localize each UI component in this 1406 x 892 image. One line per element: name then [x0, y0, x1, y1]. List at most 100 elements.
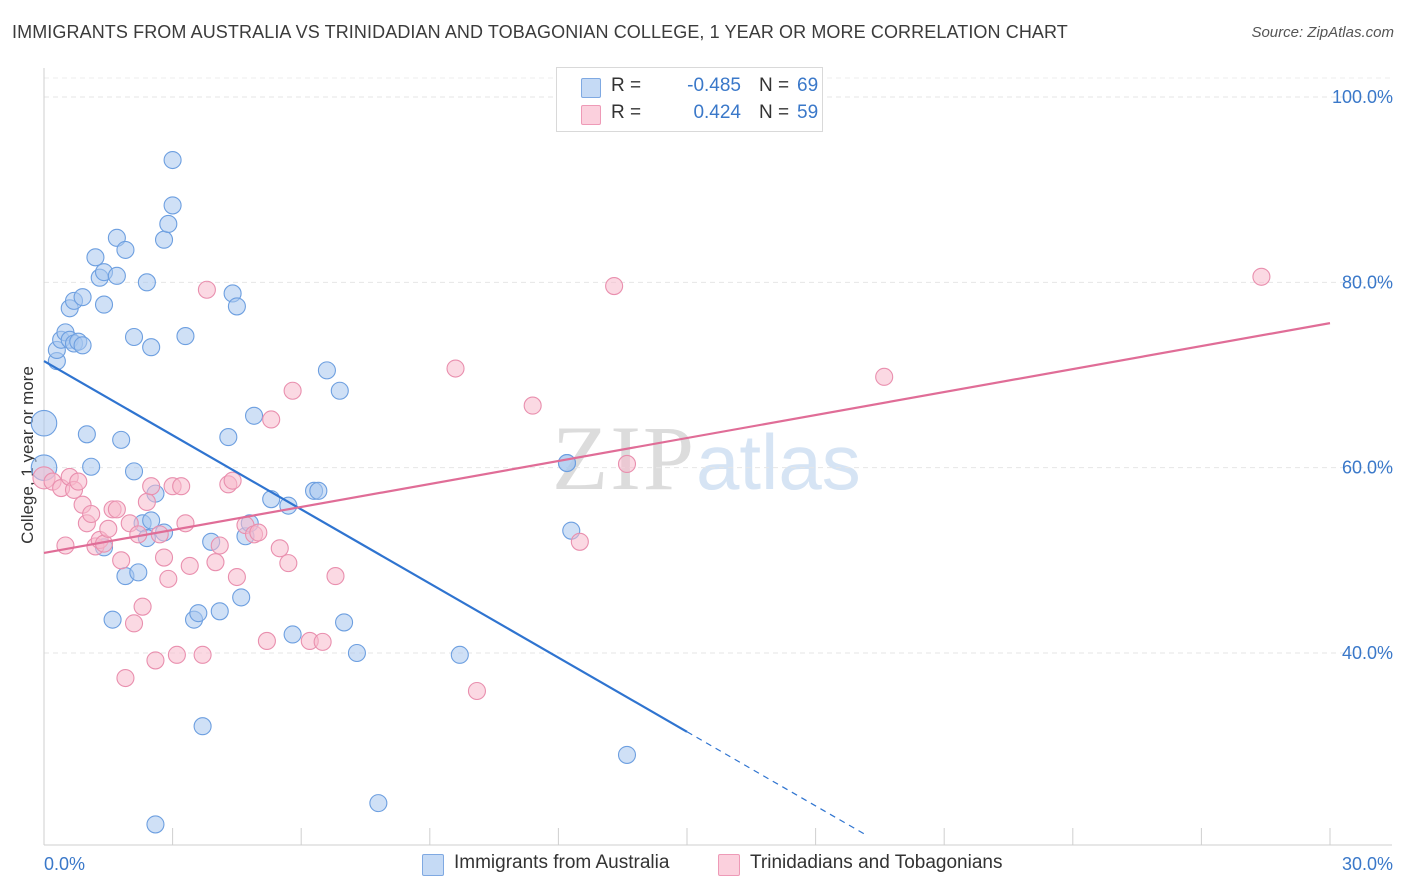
point-australia	[210, 602, 229, 621]
y-tick-label: 60.0%	[1342, 458, 1393, 478]
point-trinidad	[69, 472, 88, 491]
point-australia	[116, 240, 135, 259]
point-trinidad	[326, 567, 345, 586]
point-trinidad	[875, 367, 894, 386]
legend-n-value: 59	[797, 102, 819, 123]
point-trinidad	[124, 614, 144, 633]
point-trinidad	[1252, 267, 1271, 286]
point-trinidad	[605, 276, 624, 296]
point-australia	[154, 230, 174, 249]
point-trinidad	[112, 551, 131, 570]
point-trinidad	[159, 569, 178, 588]
legend-n-value: 69	[797, 75, 819, 96]
bottom-legend-label-australia: Immigrants from Australia	[454, 852, 670, 873]
point-australia	[330, 381, 349, 400]
point-trinidad	[206, 553, 225, 572]
point-trinidad	[262, 410, 281, 429]
point-trinidad	[617, 454, 637, 474]
point-australia	[176, 327, 195, 346]
bottom-legend-swatch-australia	[422, 854, 444, 876]
point-australia	[103, 610, 122, 629]
point-trinidad	[107, 500, 126, 519]
point-trinidad	[56, 536, 75, 555]
bottom-legend-label-trinidad: Trinidadians and Tobagonians	[750, 852, 1003, 873]
point-australia	[232, 588, 251, 607]
point-trinidad	[133, 597, 152, 616]
watermark-atlas: atlas	[696, 418, 861, 506]
legend-n-label: N =	[759, 75, 790, 96]
point-trinidad	[197, 280, 216, 299]
point-australia	[94, 295, 114, 314]
legend-n-label: N =	[759, 102, 790, 123]
trendline-australia-extension	[686, 731, 868, 837]
point-trinidad	[570, 532, 589, 551]
point-trinidad	[249, 523, 268, 542]
point-trinidad	[193, 645, 212, 664]
point-trinidad	[180, 556, 199, 575]
point-australia	[137, 273, 156, 292]
chart-title: IMMIGRANTS FROM AUSTRALIA VS TRINIDADIAN…	[12, 22, 1068, 42]
x-tick-label: 30.0%	[1342, 854, 1393, 874]
point-australia	[309, 481, 328, 500]
point-australia	[124, 462, 144, 481]
point-australia	[73, 288, 92, 307]
point-australia	[146, 815, 165, 834]
y-tick-label: 100.0%	[1332, 87, 1393, 107]
point-australia	[30, 409, 58, 437]
legend-swatch-australia	[581, 78, 601, 98]
point-australia	[193, 717, 212, 736]
point-australia	[112, 430, 131, 449]
point-australia	[227, 297, 246, 316]
point-australia	[86, 248, 105, 267]
legend-r-value: 0.424	[693, 102, 741, 123]
point-trinidad	[446, 359, 465, 378]
legend-r-label: R =	[611, 75, 642, 96]
point-australia	[450, 645, 469, 664]
point-australia	[107, 266, 126, 285]
point-trinidad	[313, 632, 332, 651]
x-tick-label: 0.0%	[44, 854, 85, 874]
y-axis-label: College, 1 year or more	[18, 366, 37, 544]
legend-r-value: -0.485	[687, 75, 741, 96]
point-trinidad	[210, 536, 229, 555]
point-trinidad	[154, 548, 174, 567]
bottom-legend-swatch-trinidad	[718, 854, 740, 876]
point-australia	[317, 361, 336, 380]
point-australia	[189, 604, 208, 623]
point-australia	[219, 428, 238, 447]
legend-swatch-trinidad	[581, 105, 601, 125]
point-australia	[163, 150, 182, 170]
point-trinidad	[99, 519, 118, 538]
point-australia	[82, 457, 101, 476]
point-trinidad	[227, 567, 246, 587]
point-australia	[557, 453, 577, 473]
point-trinidad	[279, 554, 298, 573]
point-trinidad	[523, 396, 542, 415]
point-australia	[244, 406, 264, 425]
y-tick-label: 80.0%	[1342, 272, 1393, 292]
point-australia	[142, 338, 161, 357]
point-australia	[347, 643, 366, 663]
point-trinidad	[82, 504, 101, 524]
point-australia	[77, 425, 96, 444]
legend-r-label: R =	[611, 102, 642, 123]
trendline-trinidad	[43, 322, 1331, 555]
source-label: Source: ZipAtlas.com	[1251, 24, 1394, 41]
point-australia	[124, 327, 144, 347]
point-trinidad	[146, 651, 165, 670]
point-australia	[73, 336, 92, 355]
point-australia	[617, 745, 637, 764]
point-australia	[163, 196, 182, 215]
point-australia	[369, 794, 388, 813]
point-trinidad	[223, 471, 242, 490]
point-trinidad	[257, 631, 276, 651]
point-trinidad	[142, 477, 161, 496]
trendline-australia	[43, 360, 688, 733]
point-australia	[142, 511, 161, 530]
point-trinidad	[172, 477, 191, 496]
point-trinidad	[167, 645, 186, 664]
point-trinidad	[116, 668, 135, 688]
correlation-legend: R = -0.485 N = 69 R = 0.424 N = 59	[556, 67, 823, 132]
point-trinidad	[270, 539, 289, 558]
